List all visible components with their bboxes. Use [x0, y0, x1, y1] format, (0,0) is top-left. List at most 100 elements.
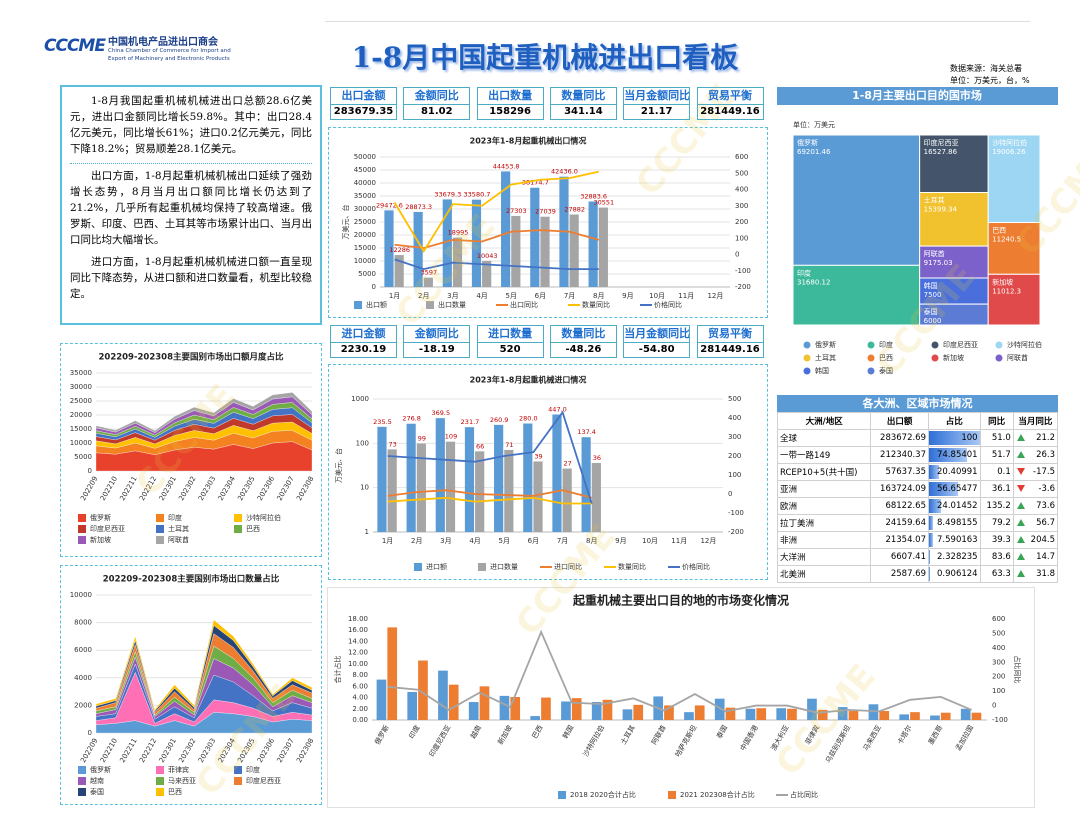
y-tick-label: 300	[735, 202, 748, 210]
cell-text: 20.40991	[937, 467, 978, 477]
table-cell: 北美洲	[776, 565, 872, 583]
column-header: 出口额	[870, 412, 929, 430]
y-tick-label: 0.00	[352, 716, 368, 724]
legend-label: 马来西亚	[168, 777, 196, 785]
kpi-label: 出口金额	[330, 87, 397, 105]
y-tick-label: 12.00	[348, 649, 368, 657]
line-series	[393, 170, 599, 253]
kpi-label: 出口数量	[476, 87, 544, 105]
cell-value: 7500	[924, 291, 942, 299]
area-series	[95, 392, 313, 433]
x-tick-label: 乌兹别克斯坦	[823, 724, 852, 765]
bar	[561, 701, 571, 720]
data-label: 231.7	[461, 418, 480, 426]
bar	[562, 468, 572, 532]
x-tick-label: 俄罗斯	[373, 724, 391, 747]
y-tick-label: 200	[735, 218, 748, 226]
line-series	[387, 629, 972, 714]
kpi-value: 158296	[476, 105, 544, 120]
y-tick-label: 4000	[74, 674, 92, 682]
cell-text: 0.1	[997, 467, 1011, 477]
bar	[445, 441, 456, 532]
table-cell: 6607.41	[870, 548, 929, 566]
cell-text: 2.328235	[937, 552, 978, 562]
legend-swatch	[156, 525, 164, 533]
table-cell: 24.01452	[928, 497, 981, 515]
cell-text: 74.85401	[937, 450, 978, 460]
y-tick-label: 2000	[74, 701, 92, 709]
cell-text: 24159.64	[885, 518, 926, 528]
column-header: 同比	[979, 412, 1014, 430]
x-tick-label: 202307	[276, 737, 296, 764]
table-cell: 56.7	[1012, 514, 1059, 532]
bar	[504, 449, 514, 532]
cell-value: 9175.03	[924, 259, 953, 267]
y-tick-label: 20000	[70, 411, 92, 419]
x-tick-label: 6月	[535, 292, 546, 300]
bar	[745, 708, 756, 720]
column-header: 当月同比	[1012, 412, 1059, 430]
table-row: 亚洲 163724.09 56.65477 36.1 -3.6	[776, 480, 1059, 498]
x-tick-label: 3月	[440, 537, 451, 545]
cell-label: 印度	[797, 268, 811, 277]
data-label: 27	[564, 460, 572, 468]
cell-text: 36.1	[991, 484, 1011, 494]
x-tick-label: 印度	[407, 724, 422, 741]
bar	[530, 716, 541, 720]
legend-swatch	[414, 563, 422, 571]
cell-text: 68122.65	[885, 501, 926, 511]
table-row: 全球 283672.69 100 51.0 21.2	[776, 429, 1059, 447]
bar	[868, 704, 879, 720]
bar	[756, 708, 767, 720]
cell-text: -3.6	[1038, 484, 1055, 494]
y-tick-label: 1	[365, 528, 369, 536]
data-label: 71	[505, 441, 513, 449]
legend-label: 进口额	[426, 562, 447, 571]
y-tick-label: 100	[356, 439, 369, 447]
y-tick-label: 100	[735, 234, 748, 242]
bar	[376, 679, 387, 720]
bar	[464, 427, 475, 532]
table-cell: 63.3	[979, 565, 1014, 583]
x-tick-label: 3月	[447, 292, 458, 300]
line-series	[394, 258, 599, 271]
y-tick-label: 2.00	[352, 705, 368, 713]
y-tick-label: 45000	[354, 166, 376, 174]
data-label: 99	[418, 435, 426, 443]
x-tick-label: 8月	[586, 537, 597, 545]
header-rule	[325, 21, 1030, 22]
table-cell: 31.8	[1012, 565, 1059, 583]
x-tick-label: 11月	[678, 292, 694, 300]
bar	[377, 426, 387, 532]
chart-title: 202209-202308主要国别市场出口数量占比	[103, 574, 280, 585]
bar	[940, 712, 951, 720]
cell-text: 135.2	[986, 501, 1011, 511]
cell-text: 51.7	[991, 450, 1011, 460]
legend-label: 俄罗斯	[815, 340, 836, 349]
x-tick-label: 哈萨克斯坦	[673, 724, 698, 759]
bar	[633, 704, 644, 720]
y-tick-label: 0	[728, 490, 732, 498]
bar	[960, 708, 971, 720]
chart-title: 2023年1-8月起重机械进口情况	[470, 375, 587, 385]
y-tick-label: 10000	[70, 439, 92, 447]
table-cell: 非洲	[776, 531, 872, 549]
cell-label: 阿联酋	[924, 249, 945, 258]
up-arrow	[1016, 434, 1025, 441]
y-tick-label: -200	[728, 528, 744, 536]
legend-label: 土耳其	[815, 353, 836, 362]
title-bar	[777, 87, 1058, 105]
table-cell: 204.5	[1012, 531, 1059, 549]
bar	[910, 712, 920, 720]
kpi-label: 贸易平衡	[696, 87, 764, 105]
bar	[423, 277, 433, 287]
bar	[684, 712, 694, 720]
legend-label: 印度尼西亚	[90, 524, 125, 533]
data-bar	[929, 482, 958, 496]
legend-swatch	[156, 777, 164, 785]
data-label: 30551	[594, 199, 615, 207]
legend-label: 印度	[246, 765, 260, 774]
line-series	[394, 229, 599, 249]
kpi-label: 贸易平衡	[696, 325, 764, 343]
data-label: 3597	[421, 269, 438, 277]
